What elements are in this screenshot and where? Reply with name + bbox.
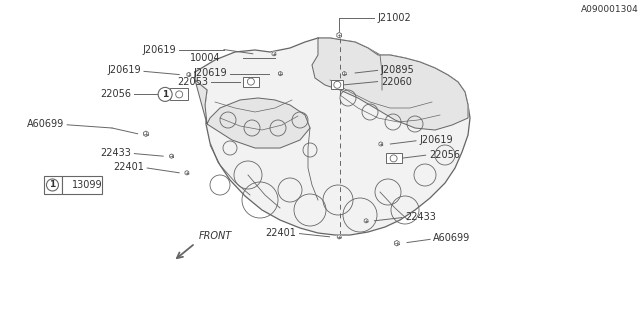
- Polygon shape: [143, 131, 148, 137]
- Bar: [44, 176, 61, 194]
- Text: 22056: 22056: [429, 149, 460, 160]
- Polygon shape: [379, 142, 383, 146]
- Text: J20619: J20619: [419, 135, 453, 145]
- Text: 22060: 22060: [381, 76, 412, 87]
- Polygon shape: [278, 71, 282, 76]
- Bar: [61, 176, 102, 194]
- Text: A090001304: A090001304: [581, 5, 639, 14]
- Bar: [170, 88, 188, 100]
- Text: J21002: J21002: [378, 12, 412, 23]
- Polygon shape: [170, 154, 173, 158]
- Text: 22401: 22401: [113, 162, 144, 172]
- Text: J20619: J20619: [193, 68, 227, 78]
- Bar: [332, 80, 343, 89]
- Polygon shape: [185, 171, 189, 175]
- Text: J20619: J20619: [107, 65, 141, 76]
- Text: J20895: J20895: [381, 65, 415, 75]
- Bar: [385, 153, 402, 164]
- Polygon shape: [337, 235, 341, 239]
- Circle shape: [47, 179, 58, 191]
- Text: 22401: 22401: [266, 228, 296, 238]
- Bar: [243, 76, 259, 87]
- Polygon shape: [364, 219, 368, 223]
- Text: 13099: 13099: [72, 180, 102, 190]
- Text: A60699: A60699: [433, 233, 470, 244]
- Polygon shape: [312, 38, 468, 130]
- Text: 10004: 10004: [190, 52, 221, 63]
- Text: 1: 1: [49, 180, 56, 189]
- Text: FRONT: FRONT: [199, 231, 232, 241]
- Text: 22433: 22433: [405, 212, 436, 222]
- Polygon shape: [195, 80, 310, 148]
- Polygon shape: [187, 72, 191, 77]
- Text: A60699: A60699: [27, 119, 64, 129]
- Text: 22056: 22056: [100, 89, 131, 99]
- Text: 22433: 22433: [100, 148, 131, 158]
- Polygon shape: [342, 71, 346, 76]
- Polygon shape: [195, 38, 470, 235]
- Polygon shape: [272, 52, 276, 56]
- Polygon shape: [394, 240, 399, 246]
- Text: 1: 1: [162, 90, 168, 99]
- Text: 22053: 22053: [177, 76, 208, 87]
- Text: J20619: J20619: [142, 44, 176, 55]
- Circle shape: [158, 87, 172, 101]
- Polygon shape: [337, 32, 342, 38]
